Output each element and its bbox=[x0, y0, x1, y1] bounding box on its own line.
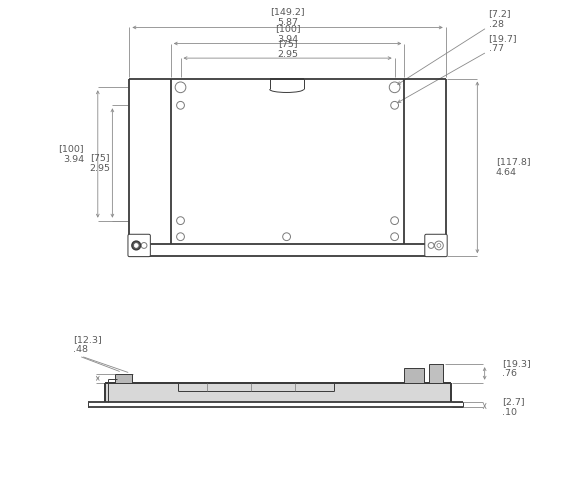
FancyBboxPatch shape bbox=[425, 234, 447, 257]
Text: [19.3]
.76: [19.3] .76 bbox=[502, 359, 531, 379]
FancyBboxPatch shape bbox=[128, 234, 150, 257]
Bar bbox=[429, 364, 443, 383]
Bar bbox=[105, 383, 451, 402]
Bar bbox=[404, 368, 424, 383]
Bar bbox=[115, 374, 132, 383]
Text: [100]
3.94: [100] 3.94 bbox=[59, 144, 84, 164]
Circle shape bbox=[135, 244, 138, 247]
Text: [75]
2.95: [75] 2.95 bbox=[89, 153, 110, 173]
Text: [7.2]
.28: [7.2] .28 bbox=[488, 9, 511, 29]
Text: [100]
3.94: [100] 3.94 bbox=[275, 24, 300, 43]
Text: [149.2]
5.87: [149.2] 5.87 bbox=[270, 7, 305, 27]
Circle shape bbox=[132, 241, 140, 250]
Text: [12.3]
.48: [12.3] .48 bbox=[74, 335, 102, 354]
Text: [19.7]
.77: [19.7] .77 bbox=[488, 34, 517, 53]
Text: [75]
2.95: [75] 2.95 bbox=[277, 40, 298, 59]
Text: [117.8]
4.64: [117.8] 4.64 bbox=[496, 158, 531, 177]
Text: [2.7]
.10: [2.7] .10 bbox=[502, 397, 524, 417]
